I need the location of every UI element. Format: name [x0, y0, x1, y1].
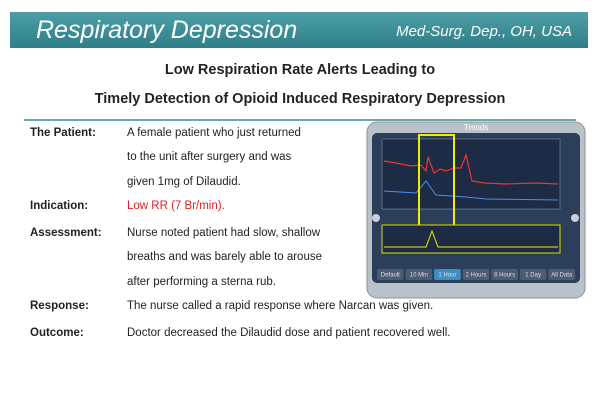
monitor-button[interactable]	[519, 269, 547, 280]
monitor-button[interactable]	[462, 269, 490, 280]
row-label: Outcome:	[30, 327, 84, 339]
monitor-button[interactable]	[548, 269, 575, 280]
row-text: Low RR (7 Br/min).	[127, 200, 225, 212]
monitor-button-label: 1 Day	[525, 273, 541, 279]
row-text: The nurse called a rapid response where …	[127, 300, 434, 312]
row-text: A female patient who just returned	[127, 127, 301, 139]
monitor-button-label: 1 Hour	[438, 273, 456, 279]
scroll-button	[372, 214, 380, 222]
monitor-button-label: Default	[381, 273, 400, 279]
subtitle: Timely Detection of Opioid Induced Respi…	[94, 91, 506, 107]
button-row: Default 10 Min 1 Hour 2 Hours 8 Hours 1 Day Al…	[377, 269, 575, 280]
subtitle: Low Respiration Rate Alerts Leading to	[164, 62, 436, 78]
monitor-button[interactable]	[434, 269, 461, 280]
monitor-title: Trends	[464, 123, 489, 132]
trace	[383, 152, 559, 185]
monitor-button[interactable]	[405, 269, 433, 280]
row-text: Doctor decreased the Dilaudid dose and p…	[127, 327, 451, 339]
monitor-button-label: 8 Hours	[494, 273, 515, 279]
scroll-button	[571, 214, 579, 222]
title: Respiratory Depression	[36, 16, 298, 44]
monitor-button-label: 10 Min	[410, 273, 428, 279]
row-text: after performing a sterna rub.	[127, 276, 276, 288]
row-text: breaths and was barely able to arouse	[127, 251, 322, 263]
row-label: Assessment:	[30, 227, 102, 239]
monitor-screenshot: Trends Default 10 Min 1 Hour 2 Hours 8 Hours…	[366, 121, 586, 299]
monitor-button-label: All Data	[551, 273, 573, 279]
row-text: to the unit after surgery and was	[127, 151, 292, 163]
monitor-button-label: 2 Hours	[465, 273, 486, 279]
event-panel	[381, 224, 561, 254]
row-label: The Patient:	[30, 127, 96, 139]
row-label: Response:	[30, 300, 89, 312]
trace	[384, 229, 558, 248]
row-text: given 1mg of Dilaudid.	[127, 176, 241, 188]
divider	[24, 119, 576, 121]
location: Med-Surg. Dep., OH, USA	[396, 23, 572, 40]
row-label: Indication:	[30, 200, 89, 212]
monitor-button[interactable]	[491, 269, 518, 280]
row-text: Nurse noted patient had slow, shallow	[127, 227, 321, 239]
header-bar: Respiratory Depression Med-Surg. Dep., O…	[10, 12, 588, 48]
trace	[383, 180, 559, 201]
monitor-button[interactable]	[377, 269, 404, 280]
